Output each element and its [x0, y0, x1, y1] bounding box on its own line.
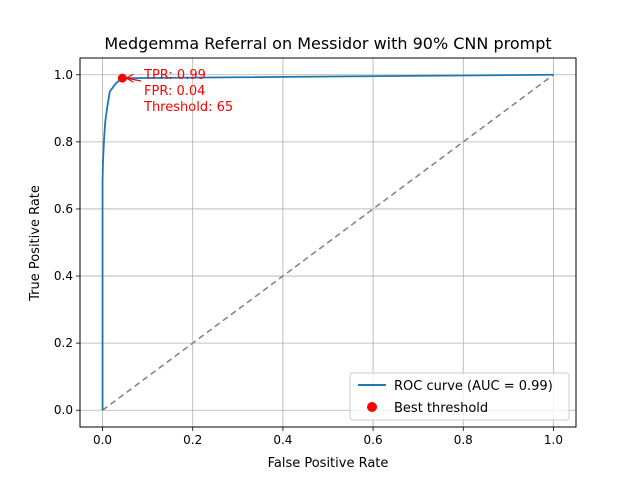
x-tick-label: 0.4	[273, 433, 292, 447]
legend: ROC curve (AUC = 0.99) Best threshold	[349, 372, 570, 421]
annotation-threshold: Threshold: 65	[143, 100, 233, 115]
annotation-arrow-shaft	[126, 77, 142, 82]
y-tick-label: 0.0	[54, 403, 73, 417]
x-axis-label: False Positive Rate	[268, 456, 389, 471]
x-tick-label: 0.6	[364, 433, 383, 447]
best-threshold-layer	[117, 73, 142, 83]
y-tick-label: 0.8	[54, 135, 73, 149]
annotation-tpr: TPR: 0.99	[143, 68, 206, 83]
x-tick-label: 1.0	[544, 433, 563, 447]
annotation-fpr: FPR: 0.04	[144, 84, 205, 99]
annotation-arrow-head	[125, 73, 134, 83]
best-threshold-annotation: TPR: 0.99 FPR: 0.04 Threshold: 65	[143, 68, 233, 115]
y-axis-label: True Positive Rate	[28, 185, 43, 302]
x-tick-label: 0.0	[93, 433, 112, 447]
x-ticks: 0.0 0.2 0.4 0.6 0.8 1.0	[93, 427, 563, 447]
diagonal-baseline	[102, 74, 554, 411]
x-tick-label: 0.2	[183, 433, 202, 447]
x-tick-label: 0.8	[454, 433, 473, 447]
legend-best-swatch	[367, 402, 377, 412]
legend-box	[349, 372, 570, 421]
y-tick-label: 0.4	[54, 269, 73, 283]
legend-best-label: Best threshold	[394, 401, 488, 416]
y-ticks: 0.0 0.2 0.4 0.6 0.8 1.0	[54, 68, 80, 417]
chance-line	[102, 74, 554, 411]
y-tick-label: 0.6	[54, 202, 73, 216]
best-threshold-point	[117, 73, 127, 83]
axes-frame	[79, 57, 577, 428]
y-tick-label: 1.0	[54, 68, 73, 82]
chart-title: Medgemma Referral on Messidor with 90% C…	[104, 34, 551, 53]
y-tick-label: 0.2	[54, 336, 73, 350]
legend-roc-label: ROC curve (AUC = 0.99)	[394, 379, 553, 394]
grid-lines	[80, 58, 576, 427]
